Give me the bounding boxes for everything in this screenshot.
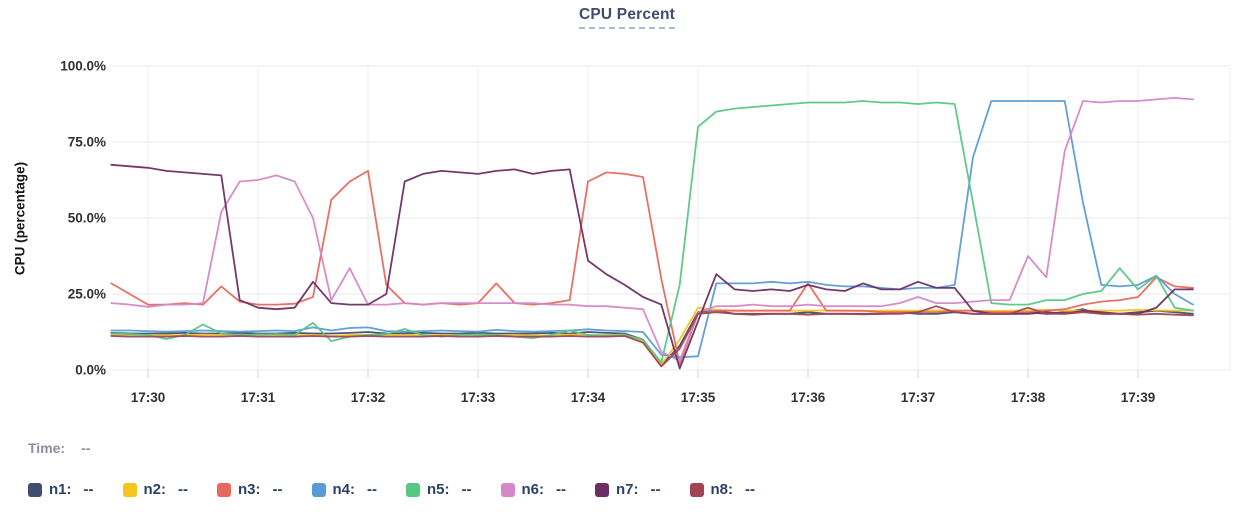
legend-swatch-n3 — [217, 482, 231, 497]
time-readout: Time: -- — [28, 440, 90, 456]
legend-swatch-n1 — [28, 482, 42, 497]
legend-label: n3: — [238, 481, 261, 498]
legend-label: n7: — [616, 481, 639, 498]
legend-value: -- — [745, 481, 755, 498]
x-tick-label: 17:39 — [1121, 390, 1156, 405]
legend-label: n2: — [143, 481, 167, 498]
time-label: Time: — [28, 440, 66, 456]
x-tick-label: 17:31 — [241, 390, 276, 405]
cpu-percent-chart[interactable]: 0.0% 25.0% 50.0% 75.0% 100.0% 17:30 17:31 17:32… — [0, 0, 1254, 430]
x-tick-label: 17:36 — [791, 390, 826, 405]
legend-item-n5[interactable]: n5: -- — [406, 481, 472, 498]
legend-value: -- — [556, 481, 566, 498]
legend-label: n8: — [710, 481, 734, 498]
legend-label: n4: — [332, 481, 356, 498]
legend-item-n3[interactable]: n3: -- — [217, 481, 283, 498]
y-tick-label: 50.0% — [68, 211, 106, 226]
legend-item-n2[interactable]: n2: -- — [122, 481, 188, 498]
series-line-n8 — [110, 305, 1194, 368]
legend-item-n6[interactable]: n6: -- — [500, 481, 566, 498]
y-tick-label: 0.0% — [75, 363, 106, 378]
x-tick-label: 17:32 — [351, 390, 386, 405]
legend-value: -- — [461, 481, 472, 498]
series-line-n7 — [110, 163, 1194, 370]
legend-value: -- — [367, 481, 377, 498]
x-tick-label: 17:34 — [571, 390, 606, 405]
legend-label: n6: — [521, 481, 545, 498]
legend-swatch-n2 — [122, 482, 137, 497]
chart-title-row: CPU Percent — [0, 6, 1254, 29]
x-tick-label: 17:30 — [131, 390, 166, 405]
legend-value: -- — [178, 481, 188, 498]
legend-label: n1: — [49, 481, 72, 498]
legend-swatch-n6 — [500, 482, 515, 497]
legend-item-n1[interactable]: n1: -- — [28, 481, 94, 498]
x-tick-label: 17:35 — [681, 390, 716, 405]
x-tick-label: 17:33 — [461, 390, 496, 405]
time-value: -- — [81, 440, 91, 456]
legend-value: -- — [83, 481, 94, 498]
y-tick-label: 25.0% — [68, 287, 106, 302]
legend-item-n8[interactable]: n8: -- — [689, 481, 755, 498]
legend-item-n7[interactable]: n7: -- — [595, 481, 661, 498]
legend-value: -- — [272, 481, 283, 498]
legend-swatch-n5 — [406, 482, 420, 497]
x-tick-label: 17:38 — [1011, 390, 1046, 405]
legend-label: n5: — [427, 481, 450, 498]
y-axis-title: CPU (percentage) — [12, 161, 28, 276]
legend-item-n4[interactable]: n4: -- — [311, 481, 377, 498]
legend-value: -- — [650, 481, 661, 498]
x-tick-label: 17:37 — [901, 390, 936, 405]
y-tick-label: 75.0% — [68, 135, 106, 150]
chart-title[interactable]: CPU Percent — [578, 6, 676, 29]
y-tick-label: 100.0% — [60, 59, 106, 74]
legend-swatch-n7 — [595, 482, 609, 497]
series-legend: n1: -- n2: -- n3: -- n4: -- n5: -- n6: -… — [28, 481, 755, 498]
legend-swatch-n8 — [689, 482, 704, 497]
legend-swatch-n4 — [311, 482, 326, 497]
series-line-n6 — [110, 97, 1194, 362]
series-line-n4 — [110, 100, 1194, 359]
series-line-n5 — [110, 100, 1194, 364]
